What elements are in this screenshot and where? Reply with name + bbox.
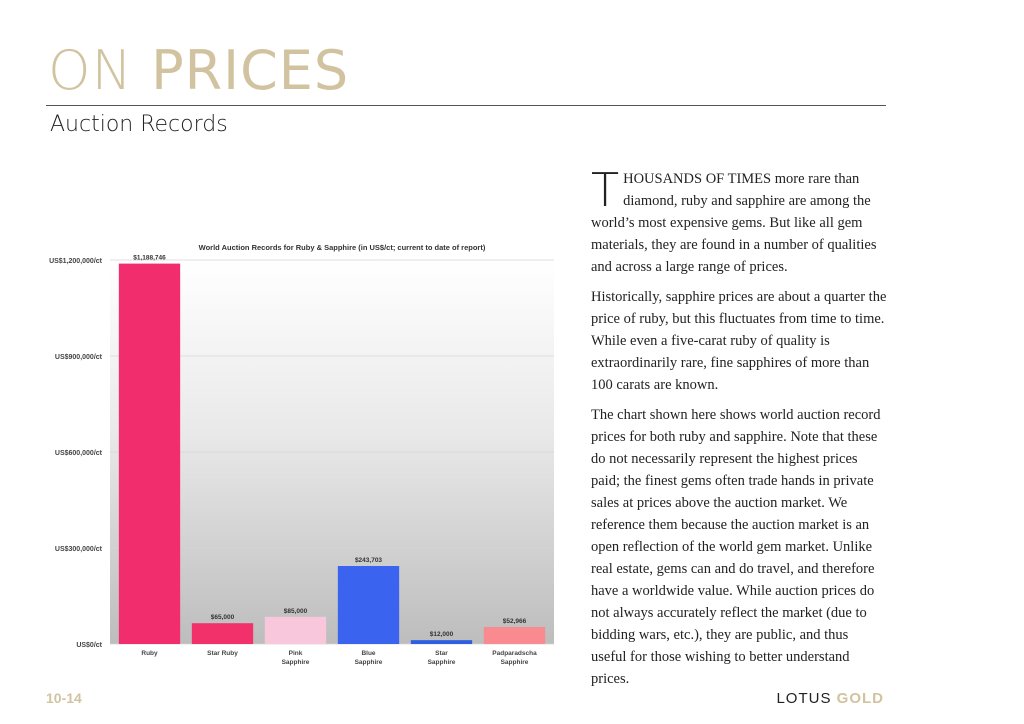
page-title: ON PRICES <box>48 38 349 104</box>
bar <box>337 566 400 644</box>
y-tick-label: US$0/ct <box>76 642 102 649</box>
article-paragraph-3: The chart shown here shows world auction… <box>591 407 881 687</box>
data-label: $243,703 <box>355 557 382 564</box>
page-title-light: ON <box>48 39 133 102</box>
x-tick-label: Star Ruby <box>207 650 238 657</box>
drop-cap: T <box>591 163 620 217</box>
auction-records-chart: World Auction Records for Ruby & Sapphir… <box>40 238 560 670</box>
header-divider <box>46 105 886 106</box>
page-number: 10-14 <box>46 690 82 706</box>
y-tick-label: US$600,000/ct <box>55 450 103 457</box>
bar <box>410 640 473 644</box>
y-tick-label: US$300,000/ct <box>55 546 103 553</box>
lead-in: HOUSANDS OF TIMES <box>623 171 772 187</box>
bar <box>264 616 327 644</box>
article-paragraph-1: T HOUSANDS OF TIMES more rare than diamon… <box>591 163 887 278</box>
data-label: $85,000 <box>284 608 308 615</box>
bar <box>118 263 181 644</box>
x-tick-label: Blue Sapphire <box>355 650 383 666</box>
x-tick-label: Star Sapphire <box>428 650 456 666</box>
section-subtitle: Auction Records <box>50 112 228 137</box>
chart-svg: World Auction Records for Ruby & Sapphir… <box>49 243 554 666</box>
x-tick-label: Pink Sapphire <box>282 650 310 666</box>
brand-name-gold: GOLD <box>836 690 884 707</box>
y-tick-label: US$900,000/ct <box>55 354 103 361</box>
article-paragraph-2: Historically, sapphire prices are about … <box>591 289 887 393</box>
data-label: $65,000 <box>211 614 235 621</box>
article-body: T HOUSANDS OF TIMES more rare than diamon… <box>591 163 887 698</box>
page-title-bold: PRICES <box>151 39 350 102</box>
x-tick-label: Ruby <box>141 650 158 657</box>
data-label: $52,966 <box>503 618 527 625</box>
data-label: $12,000 <box>430 631 454 638</box>
chart-title: World Auction Records for Ruby & Sapphir… <box>199 243 486 252</box>
x-tick-label: Padparadscha Sapphire <box>492 650 537 666</box>
paragraph-1-text: more rare than diamond, ruby and sapphir… <box>591 171 877 275</box>
bar <box>483 627 546 644</box>
y-tick-label: US$1,200,000/ct <box>49 258 103 265</box>
bar <box>191 623 254 644</box>
brand-name-lotus: LOTUS <box>776 690 832 707</box>
data-label: $1,188,746 <box>133 255 166 262</box>
brand-logo: LOTUS GOLD <box>776 690 884 707</box>
